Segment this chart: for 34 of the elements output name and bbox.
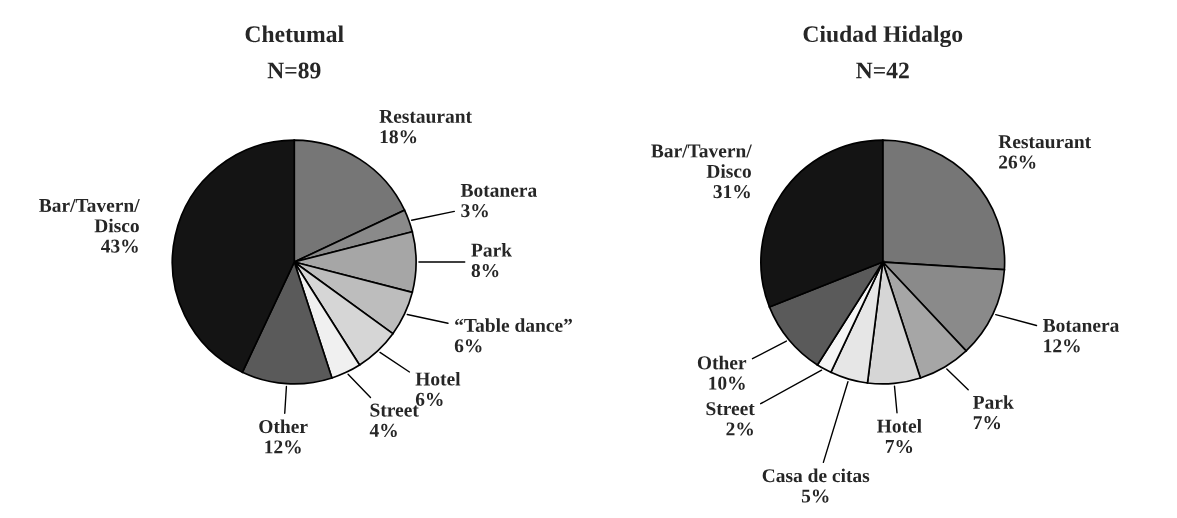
slice-label: Bar/Tavern/ Disco <box>39 199 140 233</box>
slice-label: Bar/Tavern/ Disco <box>651 144 752 178</box>
chart-title: Chetumal <box>245 25 344 43</box>
slice-label: Restaurant <box>379 110 472 124</box>
slice-label: Hotel <box>877 419 922 433</box>
slice-label: Park <box>973 395 1014 409</box>
slice-label: Hotel <box>415 371 461 386</box>
data-label: 7% <box>973 416 1001 430</box>
data-label: 12% <box>265 440 301 454</box>
data-label: 10% <box>709 376 745 390</box>
slice-label: “Table dance” <box>455 318 572 332</box>
data-label: 5% <box>801 489 829 503</box>
chart-title: Ciudad Hidalgo <box>803 25 963 48</box>
data-label: 18% <box>380 130 417 144</box>
data-label: 12% <box>1044 339 1080 353</box>
data-label: 4% <box>369 423 397 438</box>
slice-label: Botanera <box>1042 319 1120 332</box>
chart-subtitle: N=42 <box>856 62 909 79</box>
slice-label: Other <box>697 355 747 370</box>
data-label: 8% <box>471 263 499 278</box>
slice-label: Casa de citas <box>762 468 870 483</box>
slice-label: Other <box>259 419 308 434</box>
data-label: 6% <box>454 339 482 353</box>
slice-label: Restaurant <box>998 135 1092 149</box>
data-label: 2% <box>726 422 753 436</box>
data-label: 3% <box>461 204 488 218</box>
data-label: 31% <box>713 185 750 199</box>
data-label: 7% <box>885 439 913 454</box>
data-label: 43% <box>101 239 138 253</box>
slice-label: Park <box>471 243 512 257</box>
slice-label: Street <box>706 402 755 416</box>
chart-subtitle: N=89 <box>267 62 321 79</box>
slice-label: Botanera <box>460 183 537 197</box>
data-label: 26% <box>999 155 1036 169</box>
